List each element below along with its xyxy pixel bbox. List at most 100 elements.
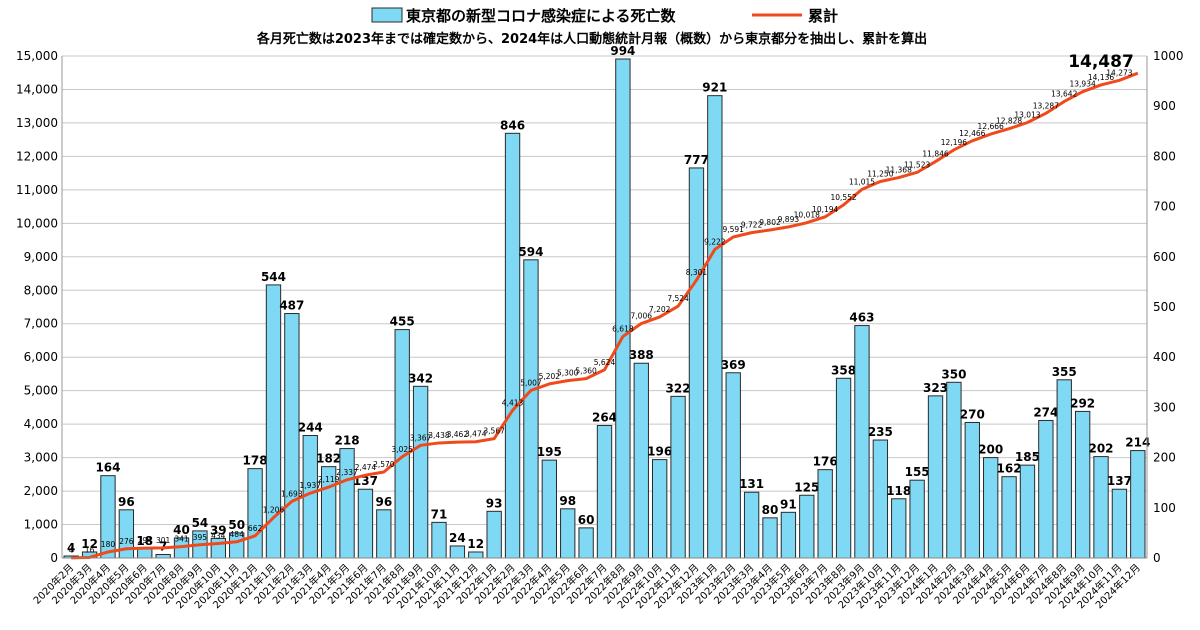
cumulative-data-label: 10,552 (830, 193, 856, 202)
bar-data-label: 54 (192, 516, 209, 530)
cumulative-data-label: 12,666 (978, 122, 1004, 131)
left-axis-tick-label: 2,000 (24, 484, 58, 498)
cumulative-data-label: 484 (230, 530, 245, 539)
legend-line-label: 累計 (808, 7, 838, 25)
bar (284, 313, 300, 559)
bar-data-label: 131 (739, 477, 764, 491)
right-axis-tick-label: 900 (1153, 99, 1176, 113)
cumulative-data-label: 3,367 (410, 433, 432, 442)
cumulative-data-label: 3,474 (465, 430, 487, 439)
bar (210, 537, 226, 559)
cumulative-data-label: 8,301 (686, 268, 708, 277)
legend-bar-label: 東京都の新型コロナ感染症による死亡数 (406, 7, 677, 25)
cumulative-data-label: 7,202 (649, 305, 671, 314)
right-axis-tick-label: 400 (1153, 350, 1176, 364)
cumulative-data-label: 301 (156, 536, 171, 545)
cumulative-data-label: 662 (248, 524, 263, 533)
left-axis-tick-label: 1,000 (24, 518, 58, 532)
bar (688, 167, 705, 559)
cumulative-data-label: 11,368 (886, 166, 912, 175)
bar (1019, 464, 1036, 559)
cumulative-data-label: 13,287 (1033, 101, 1059, 110)
left-axis-tick-label: 7,000 (24, 317, 58, 331)
bar-data-label: 155 (905, 465, 930, 479)
cumulative-data-label: 1,937 (300, 481, 322, 490)
bar-data-label: 96 (118, 495, 135, 509)
bar (541, 459, 558, 559)
cumulative-data-label: 3,438 (428, 431, 450, 440)
bar-data-label: 544 (261, 270, 286, 284)
bar-data-label: 463 (849, 311, 874, 325)
cumulative-data-label: 12,196 (941, 138, 967, 147)
cumulative-data-label: 9,222 (704, 237, 726, 246)
cumulative-line (71, 71, 1139, 560)
left-axis-tick-label: 4,000 (24, 417, 58, 431)
bar-data-label: 98 (559, 494, 576, 508)
bar (1001, 476, 1017, 559)
cumulative-data-label: 9,722 (741, 221, 763, 230)
gridlines (62, 55, 1147, 559)
cumulative-data-label: 5,624 (594, 358, 616, 367)
cumulative-data-label: 16 (85, 545, 95, 554)
bar (339, 448, 355, 559)
bar-data-label: 18 (136, 534, 153, 548)
bar (596, 424, 613, 559)
cumulative-data-label: 294 (138, 536, 153, 545)
cumulative-data-label: 7,524 (667, 294, 689, 303)
right-axis-tick-label: 100 (1153, 501, 1176, 515)
cumulative-data-label: 4,413 (502, 398, 524, 407)
left-axis-tick-label: 12,000 (16, 149, 58, 163)
bar-data-label: 40 (173, 523, 190, 537)
left-axis-tick-label: 8,000 (24, 283, 58, 297)
cumulative-data-label: 12,828 (996, 117, 1022, 126)
bar-data-label: 264 (592, 410, 617, 424)
left-axis-tick-label: 3,000 (24, 451, 58, 465)
bar-data-label: 71 (431, 507, 448, 521)
bar (376, 509, 392, 559)
bar-data-label: 994 (610, 44, 635, 58)
bar (909, 479, 925, 559)
right-axis: 0 100 200 300 400 500 600 700 800 900 1000 (1146, 49, 1184, 565)
bar (449, 545, 466, 559)
bar-data-label: 358 (831, 363, 856, 377)
bar-data-label: 388 (629, 348, 654, 362)
bar-data-label: 355 (1052, 365, 1077, 379)
bar-data-label: 235 (868, 425, 893, 439)
bar-data-label: 487 (279, 299, 304, 313)
bar (615, 58, 631, 559)
cumulative-data-label: 2,570 (373, 460, 395, 469)
bar-data-label: 322 (666, 381, 691, 395)
bar-data-label: 196 (647, 445, 672, 459)
bar-data-label: 39 (210, 523, 227, 537)
bar (1093, 456, 1109, 559)
bar (486, 510, 502, 559)
right-axis-tick-label: 800 (1153, 149, 1176, 163)
left-axis-tick-label: 5,000 (24, 384, 58, 398)
cumulative-data-label: 2,337 (336, 468, 358, 477)
cumulative-data-label: 2,474 (355, 463, 377, 472)
cumulative-data-label: 14,136 (1088, 73, 1114, 82)
bar (633, 362, 649, 559)
bar-data-label: 93 (486, 496, 503, 510)
left-axis-tick-label: 6,000 (24, 350, 58, 364)
bar (872, 439, 889, 559)
bar-data-label: 202 (1088, 442, 1113, 456)
bar-data-label: 50 (228, 518, 245, 532)
bar (762, 517, 778, 559)
bar (504, 132, 521, 559)
bar-data-label: 244 (298, 421, 323, 435)
left-axis-tick-label: 11,000 (16, 183, 58, 197)
bar-data-label: 195 (537, 445, 562, 459)
bar (578, 527, 594, 559)
bar-data-label: 274 (1033, 405, 1058, 419)
cumulative-data-label: 341 (174, 535, 189, 544)
cumulative-data-label: 2,119 (318, 475, 340, 484)
bar-data-label: 200 (978, 443, 1003, 457)
bar-data-label: 24 (449, 531, 466, 545)
cumulative-data-label: 13,642 (1051, 89, 1077, 98)
right-axis-tick-label: 1000 (1153, 49, 1184, 63)
cumulative-data-label: 14,487 (1068, 52, 1134, 72)
cumulative-data-label: 9,893 (778, 215, 800, 224)
